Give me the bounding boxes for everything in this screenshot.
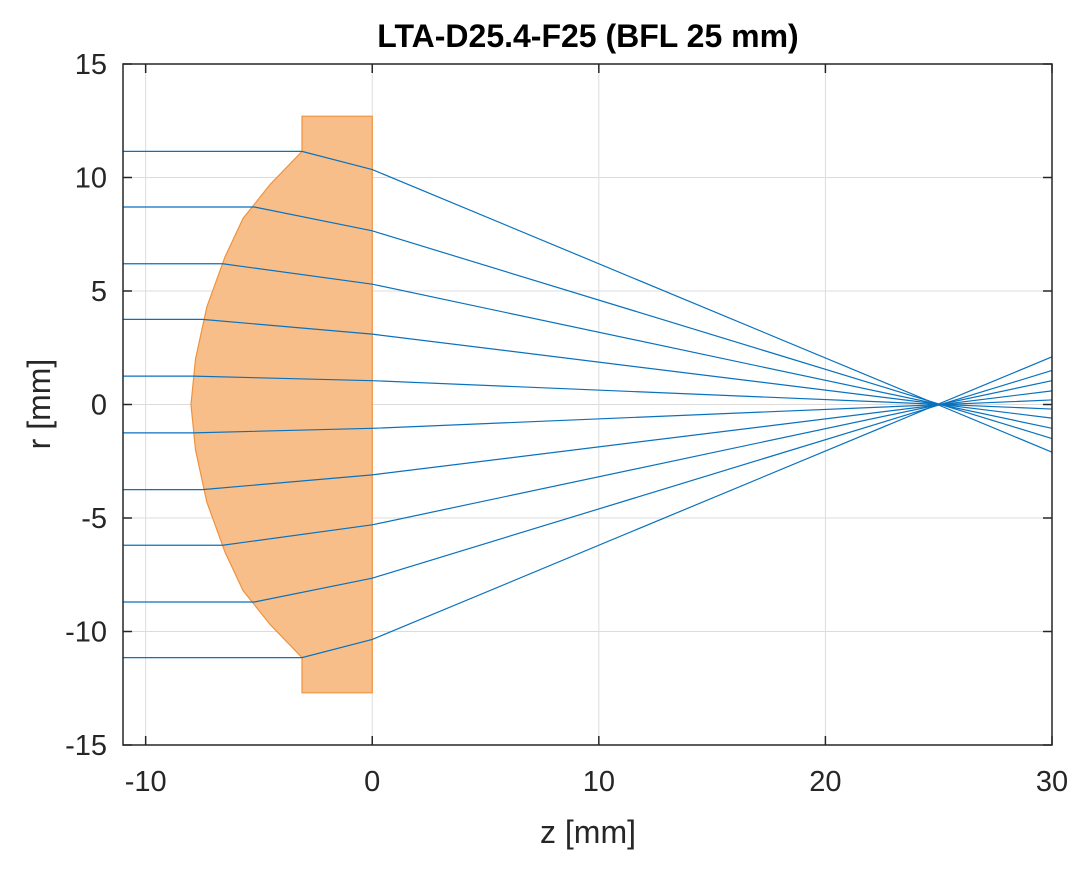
ray-5: [123, 375, 1053, 410]
y-tick-label: 10: [75, 163, 107, 195]
y-tick-label: -10: [65, 617, 107, 649]
ray-10: [123, 356, 1053, 659]
ray-4: [123, 318, 1053, 419]
chart-title: LTA-D25.4-F25 (BFL 25 mm): [377, 18, 798, 54]
ray-layer: [123, 150, 1053, 659]
ticks: -10 0 10 20 30 -15 -10 -5 0 5 10 15: [65, 49, 1068, 798]
ray-9: [123, 369, 1053, 603]
ray-6: [123, 399, 1053, 434]
x-tick-label: 20: [809, 766, 841, 798]
y-tick-label: -15: [65, 730, 107, 762]
x-tick-label: 30: [1036, 766, 1068, 798]
lens-shape: [190, 115, 373, 694]
lens-layer: [190, 115, 373, 694]
y-tick-label: -5: [81, 503, 107, 535]
y-tick-label: 0: [91, 390, 107, 422]
y-tick-label: 15: [75, 49, 107, 81]
x-axis-label: z [mm]: [540, 814, 636, 850]
y-axis-label: r [mm]: [21, 359, 57, 450]
ray-3: [123, 263, 1053, 429]
x-tick-label: -10: [125, 766, 167, 798]
ray-1: [123, 150, 1053, 453]
y-tick-label: 5: [91, 276, 107, 308]
ray-2: [123, 206, 1053, 440]
x-tick-label: 10: [583, 766, 615, 798]
ray-8: [123, 380, 1053, 546]
x-tick-label: 0: [364, 766, 380, 798]
ray-7: [123, 390, 1053, 491]
